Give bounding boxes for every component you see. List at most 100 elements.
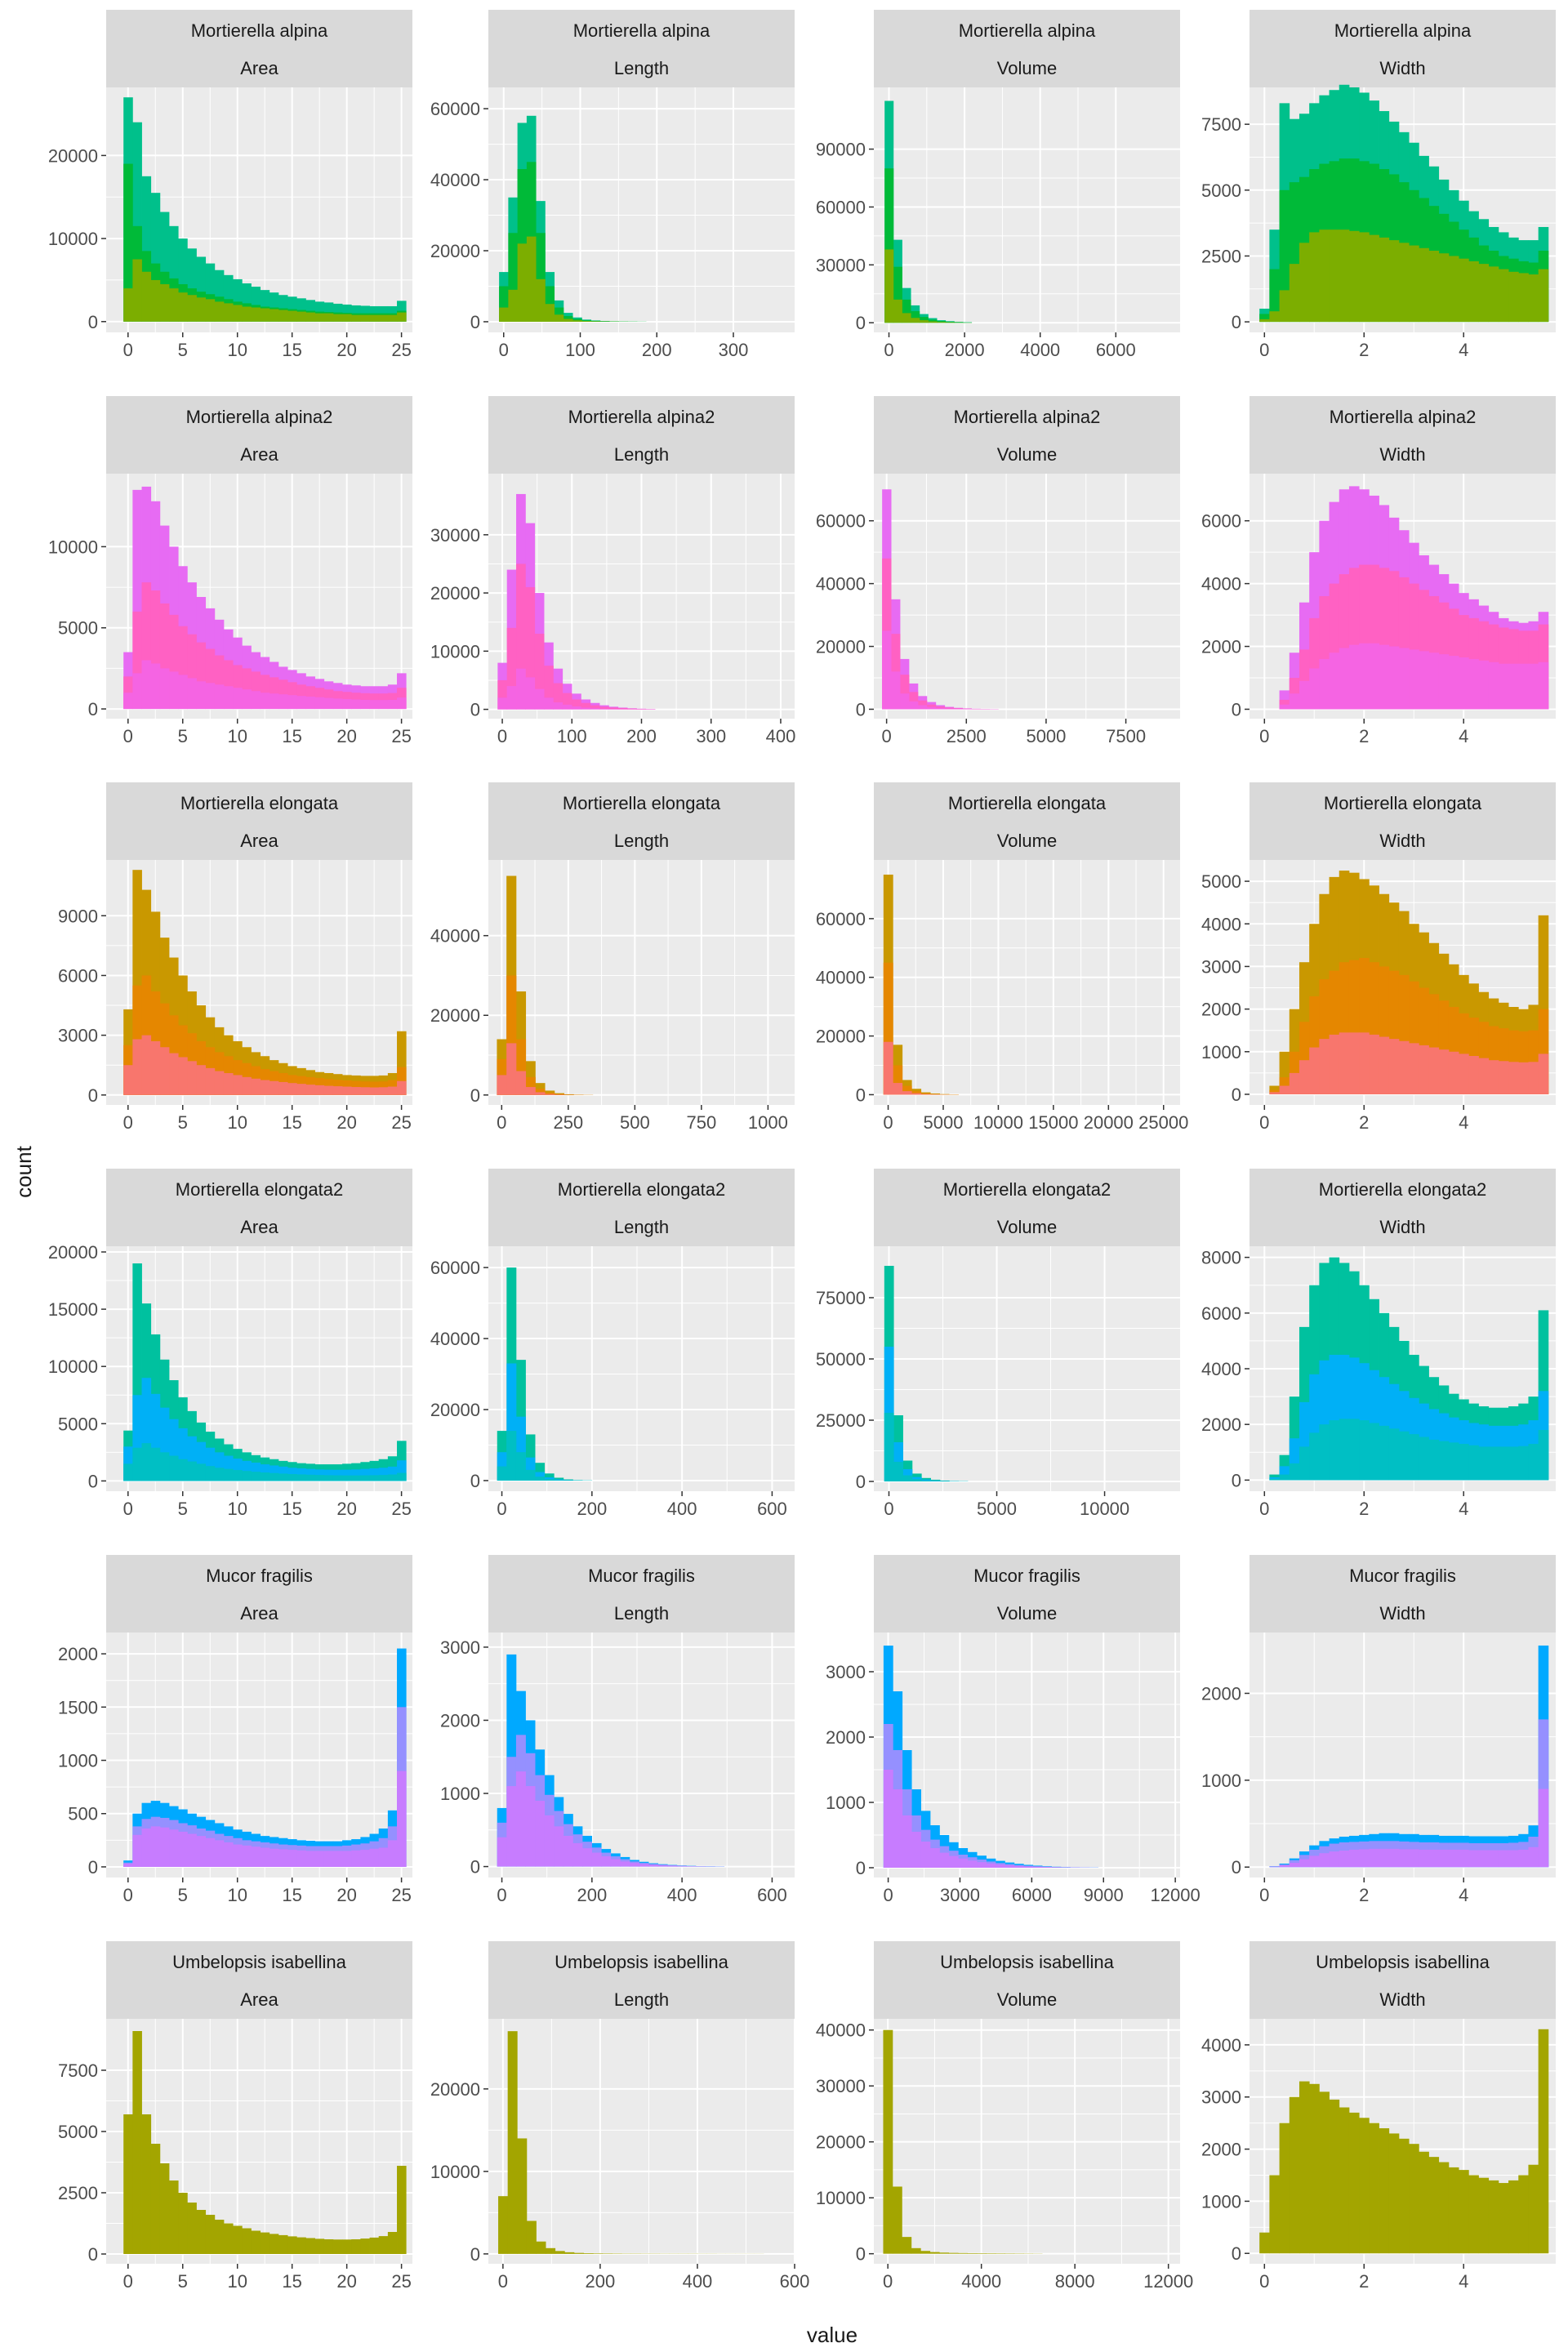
- histogram-bar: [1369, 643, 1379, 710]
- x-tick-label: 4000: [961, 2271, 1001, 2292]
- histogram-bar: [378, 1847, 389, 1867]
- y-tick-label: 1500: [58, 1697, 98, 1717]
- histogram-bar: [169, 2180, 179, 2254]
- histogram-bar: [608, 709, 619, 710]
- histogram-bar: [251, 671, 261, 710]
- facet-strip-measure: Area: [240, 1989, 278, 2010]
- y-tick-label: 50000: [816, 1349, 866, 1370]
- histogram-bar: [1329, 1420, 1340, 1481]
- x-tick-label: 25: [391, 2271, 411, 2292]
- facet-strip-species: Mucor fragilis: [206, 1566, 313, 1586]
- facet-panel: Mortierella elongata2 Area 0 5 10 15 20 25 0 5000…: [48, 1169, 412, 1519]
- y-tick-label: 0: [1232, 2243, 1241, 2264]
- facet-strip: [106, 10, 412, 87]
- facet-strip-measure: Area: [240, 58, 278, 78]
- histogram-bar: [141, 1443, 152, 1481]
- histogram-bar: [908, 692, 919, 710]
- histogram-bar: [132, 2031, 142, 2254]
- x-tick-label: 4: [1459, 1885, 1468, 1905]
- histogram-bar: [1279, 189, 1290, 323]
- facet-strip-measure: Area: [240, 444, 278, 465]
- histogram-bar: [123, 163, 133, 322]
- histogram-bar: [169, 225, 179, 322]
- histogram-bar: [1379, 1425, 1390, 1481]
- histogram-bar: [1269, 311, 1280, 323]
- histogram-bar: [884, 249, 894, 323]
- histogram-bar: [305, 2238, 315, 2254]
- histogram-bar: [269, 1848, 279, 1867]
- facet-strip-species: Mortierella alpina: [959, 20, 1096, 41]
- facet-strip: [106, 1941, 412, 2019]
- histogram-bar: [1508, 2180, 1519, 2254]
- histogram-bar: [935, 706, 946, 710]
- facet-strip-species: Mortierella elongata: [180, 793, 339, 813]
- histogram-bar: [1518, 273, 1529, 323]
- histogram-bar: [1348, 1032, 1360, 1094]
- y-tick-label: 30000: [816, 2076, 866, 2096]
- y-tick-label: 3000: [826, 1662, 866, 1682]
- histogram-bar: [583, 2253, 594, 2254]
- y-tick-label: 2000: [1201, 1683, 1241, 1704]
- histogram-bar: [553, 683, 564, 710]
- histogram-bar: [223, 686, 234, 710]
- histogram-bar: [1309, 232, 1320, 323]
- histogram-bar: [893, 1083, 903, 1095]
- histogram-bar: [342, 314, 352, 322]
- histogram-bar: [900, 675, 910, 710]
- x-tick-label: 4: [1459, 1112, 1468, 1133]
- histogram-bar: [928, 319, 938, 323]
- histogram-bar: [296, 311, 306, 322]
- facet-strip: [488, 1555, 795, 1633]
- histogram-bar: [1538, 1430, 1549, 1481]
- y-tick-label: 2000: [1201, 1414, 1241, 1435]
- histogram-bar: [369, 1087, 380, 1095]
- histogram-bar: [1289, 264, 1300, 323]
- facet-panel: Mortierella alpina2 Area 0 5 10 15 20 25 0 5000 10…: [48, 396, 412, 746]
- y-tick-label: 0: [1232, 1085, 1241, 1105]
- y-tick-label: 2000: [1201, 637, 1241, 657]
- y-tick-label: 90000: [816, 140, 866, 160]
- histogram-bar: [397, 1771, 407, 1867]
- y-tick-label: 2000: [1201, 2140, 1241, 2160]
- histogram-bar: [314, 2238, 325, 2254]
- facet-panel: Mucor fragilis Width 0 2 4 0 1000 2000: [1201, 1555, 1556, 1905]
- histogram-bar: [278, 310, 288, 322]
- facet-panel: Umbelopsis isabellina Length 0 200 400 600 0 10…: [430, 1941, 809, 2292]
- histogram-bar: [1478, 1058, 1490, 1094]
- facet-strip: [1250, 1941, 1556, 2019]
- histogram-bar: [1279, 290, 1290, 323]
- histogram-bar: [1289, 1072, 1300, 1094]
- histogram-bar: [498, 2196, 509, 2254]
- histogram-bar: [187, 1436, 197, 1481]
- histogram-bar: [1468, 1850, 1479, 1868]
- histogram-bar: [387, 2232, 398, 2254]
- histogram-bar: [1298, 680, 1310, 710]
- y-tick-label: 1000: [58, 1751, 98, 1771]
- y-tick-label: 3000: [58, 1026, 98, 1046]
- histogram-bar: [397, 1080, 407, 1095]
- y-tick-label: 20000: [430, 1005, 480, 1026]
- x-tick-label: 0: [1259, 340, 1269, 360]
- x-tick-label: 20: [336, 1499, 356, 1519]
- histogram-bar: [1409, 1434, 1419, 1481]
- histogram-bar: [958, 2252, 968, 2254]
- histogram-bar: [1388, 240, 1400, 323]
- facet-strip-measure: Width: [1379, 1217, 1425, 1237]
- histogram-bar: [562, 704, 572, 710]
- histogram-bar: [378, 314, 389, 322]
- y-axis-title: count: [11, 1145, 36, 1197]
- histogram-bar: [1269, 2175, 1280, 2254]
- x-tick-label: 15: [282, 726, 301, 746]
- histogram-bar: [1359, 2118, 1370, 2254]
- histogram-bar: [517, 2138, 528, 2254]
- histogram-bar: [1359, 643, 1370, 710]
- x-tick-label: 0: [883, 1112, 893, 1133]
- histogram-bar: [260, 1847, 270, 1867]
- histogram-bar: [214, 270, 225, 322]
- histogram-bar: [223, 1455, 234, 1481]
- histogram-bar: [360, 699, 370, 710]
- histogram-bar: [242, 1076, 252, 1095]
- x-tick-label: 0: [1259, 1112, 1269, 1133]
- histogram-bar: [1518, 2175, 1529, 2254]
